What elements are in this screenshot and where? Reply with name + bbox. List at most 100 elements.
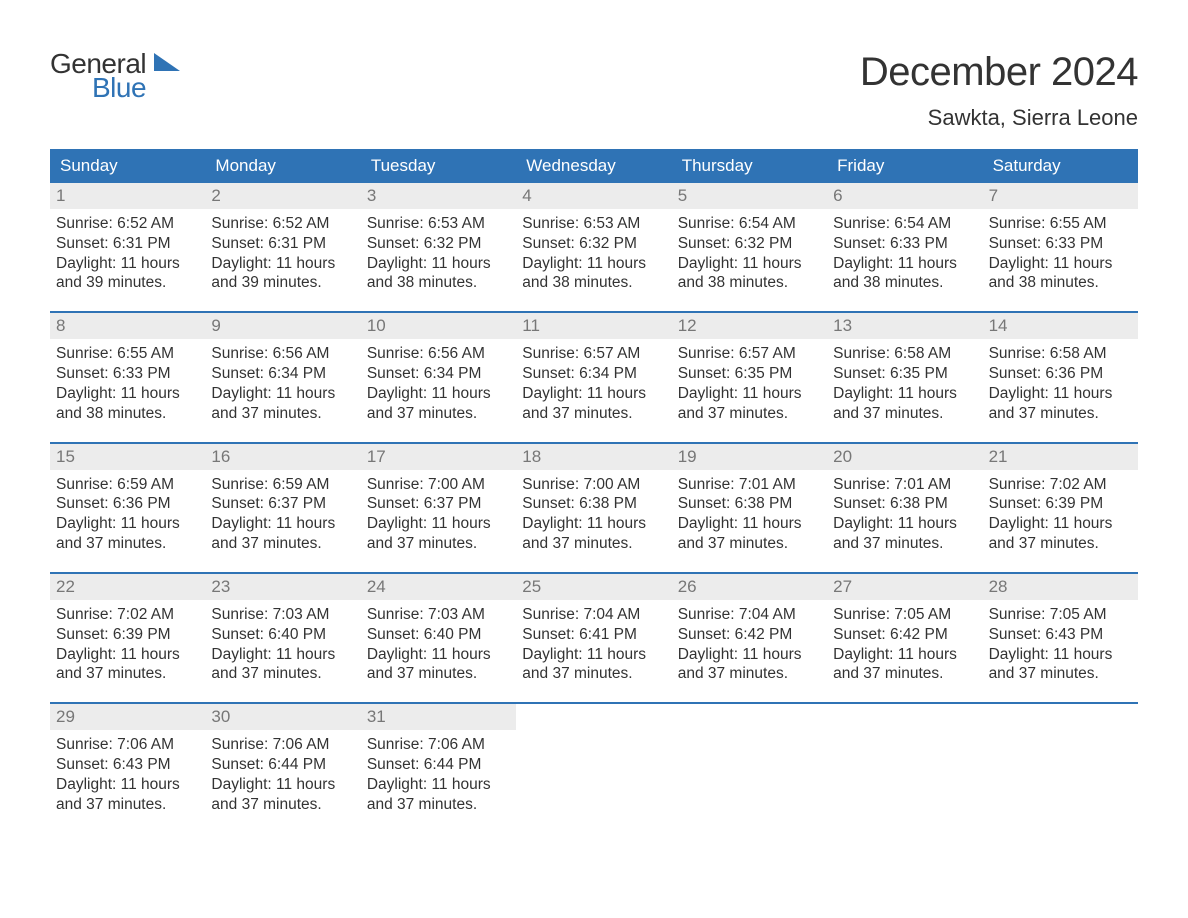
daylight-text: Daylight: 11 hours and 37 minutes. (678, 514, 821, 554)
day-number: 23 (205, 574, 360, 600)
day-number: 11 (516, 313, 671, 339)
daylight-text: Daylight: 11 hours and 37 minutes. (522, 514, 665, 554)
logo-flag-icon (154, 53, 180, 73)
calendar-cell: 24Sunrise: 7:03 AMSunset: 6:40 PMDayligh… (361, 574, 516, 684)
day-number: 30 (205, 704, 360, 730)
calendar-cell: 7Sunrise: 6:55 AMSunset: 6:33 PMDaylight… (983, 183, 1138, 293)
daylight-text: Daylight: 11 hours and 38 minutes. (367, 254, 510, 294)
logo: General Blue (50, 50, 180, 102)
day-number: 2 (205, 183, 360, 209)
sunset-text: Sunset: 6:44 PM (367, 755, 510, 775)
sunset-text: Sunset: 6:32 PM (678, 234, 821, 254)
sunset-text: Sunset: 6:44 PM (211, 755, 354, 775)
calendar-cell: . (983, 704, 1138, 814)
daylight-text: Daylight: 11 hours and 37 minutes. (56, 775, 199, 815)
day-number: 8 (50, 313, 205, 339)
sunrise-text: Sunrise: 6:53 AM (522, 214, 665, 234)
day-body: Sunrise: 6:53 AMSunset: 6:32 PMDaylight:… (361, 209, 516, 293)
sunrise-text: Sunrise: 7:02 AM (56, 605, 199, 625)
calendar-cell: 23Sunrise: 7:03 AMSunset: 6:40 PMDayligh… (205, 574, 360, 684)
daylight-text: Daylight: 11 hours and 39 minutes. (211, 254, 354, 294)
sunrise-text: Sunrise: 7:05 AM (833, 605, 976, 625)
day-number: 14 (983, 313, 1138, 339)
calendar-cell: 31Sunrise: 7:06 AMSunset: 6:44 PMDayligh… (361, 704, 516, 814)
calendar-cell: 13Sunrise: 6:58 AMSunset: 6:35 PMDayligh… (827, 313, 982, 423)
day-number: 17 (361, 444, 516, 470)
day-number: 4 (516, 183, 671, 209)
sunset-text: Sunset: 6:37 PM (211, 494, 354, 514)
sunset-text: Sunset: 6:43 PM (56, 755, 199, 775)
calendar-cell: . (516, 704, 671, 814)
daylight-text: Daylight: 11 hours and 37 minutes. (678, 645, 821, 685)
day-number: 10 (361, 313, 516, 339)
daylight-text: Daylight: 11 hours and 37 minutes. (367, 645, 510, 685)
sunrise-text: Sunrise: 7:06 AM (211, 735, 354, 755)
sunset-text: Sunset: 6:39 PM (56, 625, 199, 645)
sunrise-text: Sunrise: 6:59 AM (211, 475, 354, 495)
day-body: Sunrise: 6:55 AMSunset: 6:33 PMDaylight:… (983, 209, 1138, 293)
daylight-text: Daylight: 11 hours and 37 minutes. (367, 384, 510, 424)
day-number: 1 (50, 183, 205, 209)
calendar-cell: 30Sunrise: 7:06 AMSunset: 6:44 PMDayligh… (205, 704, 360, 814)
day-body: Sunrise: 7:03 AMSunset: 6:40 PMDaylight:… (205, 600, 360, 684)
week-row: 15Sunrise: 6:59 AMSunset: 6:36 PMDayligh… (50, 442, 1138, 554)
calendar-cell: 25Sunrise: 7:04 AMSunset: 6:41 PMDayligh… (516, 574, 671, 684)
day-number: 16 (205, 444, 360, 470)
daylight-text: Daylight: 11 hours and 37 minutes. (522, 645, 665, 685)
day-body: Sunrise: 6:56 AMSunset: 6:34 PMDaylight:… (205, 339, 360, 423)
daylight-text: Daylight: 11 hours and 37 minutes. (833, 514, 976, 554)
day-body: Sunrise: 7:02 AMSunset: 6:39 PMDaylight:… (983, 470, 1138, 554)
day-body: Sunrise: 6:58 AMSunset: 6:35 PMDaylight:… (827, 339, 982, 423)
sunset-text: Sunset: 6:42 PM (833, 625, 976, 645)
day-header: Thursday (672, 149, 827, 183)
sunrise-text: Sunrise: 7:00 AM (522, 475, 665, 495)
calendar-cell: 4Sunrise: 6:53 AMSunset: 6:32 PMDaylight… (516, 183, 671, 293)
sunset-text: Sunset: 6:37 PM (367, 494, 510, 514)
day-number: 3 (361, 183, 516, 209)
calendar-cell: 12Sunrise: 6:57 AMSunset: 6:35 PMDayligh… (672, 313, 827, 423)
sunrise-text: Sunrise: 6:52 AM (211, 214, 354, 234)
calendar-cell: 15Sunrise: 6:59 AMSunset: 6:36 PMDayligh… (50, 444, 205, 554)
sunset-text: Sunset: 6:39 PM (989, 494, 1132, 514)
day-body: Sunrise: 7:06 AMSunset: 6:44 PMDaylight:… (205, 730, 360, 814)
calendar-cell: 3Sunrise: 6:53 AMSunset: 6:32 PMDaylight… (361, 183, 516, 293)
calendar-cell: 17Sunrise: 7:00 AMSunset: 6:37 PMDayligh… (361, 444, 516, 554)
sunset-text: Sunset: 6:33 PM (989, 234, 1132, 254)
day-number: 7 (983, 183, 1138, 209)
topbar: General Blue December 2024 Sawkta, Sierr… (50, 50, 1138, 131)
sunrise-text: Sunrise: 6:57 AM (678, 344, 821, 364)
header-right: December 2024 Sawkta, Sierra Leone (860, 50, 1138, 131)
week-row: 1Sunrise: 6:52 AMSunset: 6:31 PMDaylight… (50, 183, 1138, 293)
calendar-cell: 11Sunrise: 6:57 AMSunset: 6:34 PMDayligh… (516, 313, 671, 423)
sunrise-text: Sunrise: 6:54 AM (678, 214, 821, 234)
sunset-text: Sunset: 6:34 PM (211, 364, 354, 384)
sunrise-text: Sunrise: 7:06 AM (367, 735, 510, 755)
sunrise-text: Sunrise: 7:04 AM (522, 605, 665, 625)
daylight-text: Daylight: 11 hours and 37 minutes. (989, 514, 1132, 554)
sunset-text: Sunset: 6:38 PM (522, 494, 665, 514)
sunset-text: Sunset: 6:43 PM (989, 625, 1132, 645)
sunset-text: Sunset: 6:38 PM (678, 494, 821, 514)
month-title: December 2024 (860, 50, 1138, 95)
day-body: Sunrise: 7:03 AMSunset: 6:40 PMDaylight:… (361, 600, 516, 684)
day-body: Sunrise: 6:52 AMSunset: 6:31 PMDaylight:… (205, 209, 360, 293)
day-body: Sunrise: 7:02 AMSunset: 6:39 PMDaylight:… (50, 600, 205, 684)
daylight-text: Daylight: 11 hours and 38 minutes. (522, 254, 665, 294)
day-number: 6 (827, 183, 982, 209)
daylight-text: Daylight: 11 hours and 37 minutes. (211, 775, 354, 815)
day-number: 26 (672, 574, 827, 600)
daylight-text: Daylight: 11 hours and 37 minutes. (56, 645, 199, 685)
day-body: Sunrise: 7:01 AMSunset: 6:38 PMDaylight:… (672, 470, 827, 554)
day-header-row: Sunday Monday Tuesday Wednesday Thursday… (50, 149, 1138, 183)
calendar-cell: 21Sunrise: 7:02 AMSunset: 6:39 PMDayligh… (983, 444, 1138, 554)
logo-line2: Blue (92, 74, 146, 102)
day-body: Sunrise: 7:05 AMSunset: 6:43 PMDaylight:… (983, 600, 1138, 684)
day-number: 21 (983, 444, 1138, 470)
day-body: Sunrise: 6:54 AMSunset: 6:32 PMDaylight:… (672, 209, 827, 293)
day-header: Sunday (50, 149, 205, 183)
sunrise-text: Sunrise: 6:56 AM (211, 344, 354, 364)
sunrise-text: Sunrise: 7:03 AM (211, 605, 354, 625)
sunrise-text: Sunrise: 6:54 AM (833, 214, 976, 234)
day-number: 22 (50, 574, 205, 600)
sunrise-text: Sunrise: 6:57 AM (522, 344, 665, 364)
